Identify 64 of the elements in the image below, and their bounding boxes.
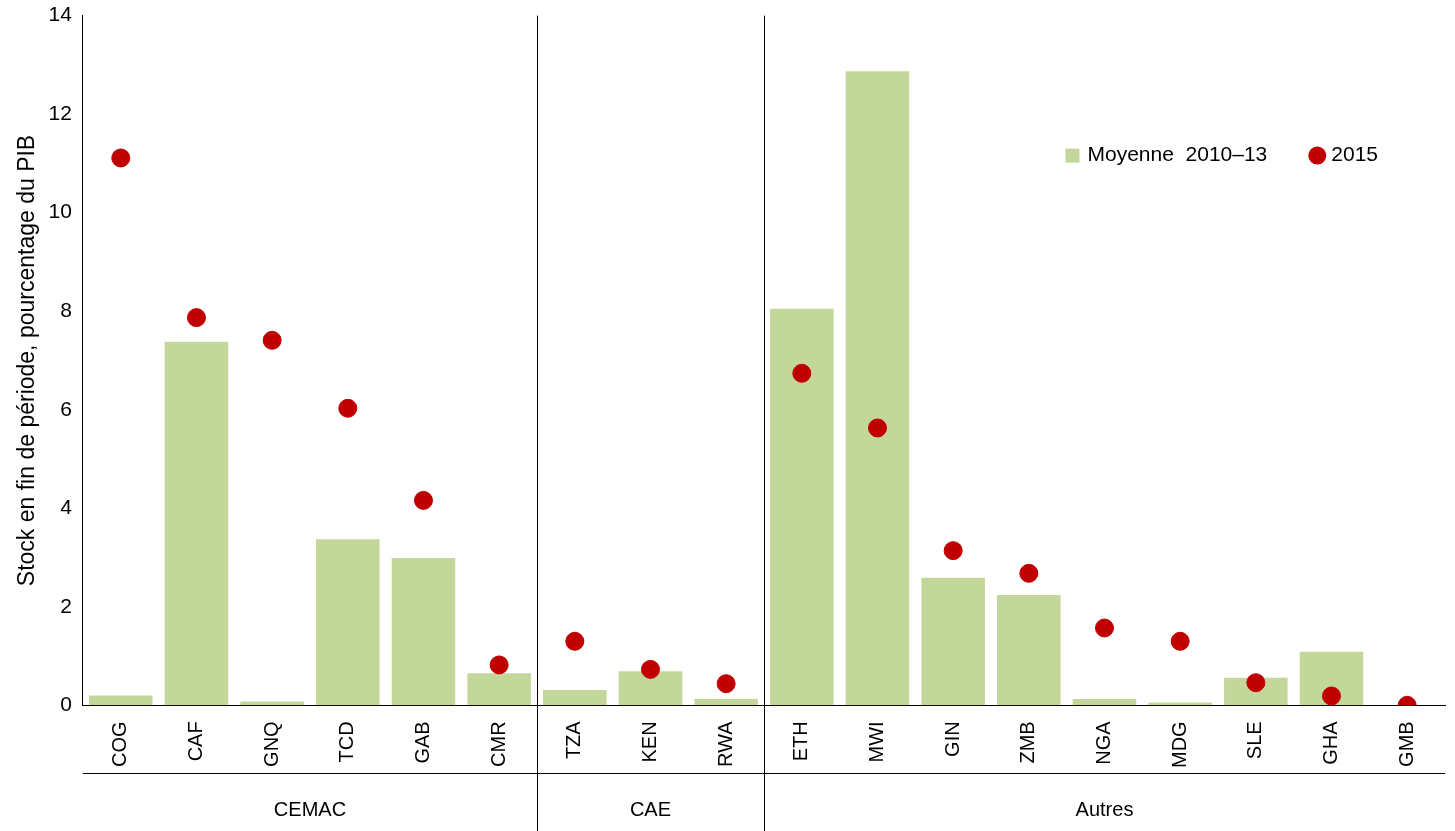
x-tick-label: GHA [1319,720,1342,765]
bar [543,690,607,706]
y-tick-label: 0 [60,692,72,716]
point [867,418,887,438]
y-tick-label: 10 [48,199,72,223]
point [489,655,509,675]
y-tick-label: 8 [60,298,72,321]
x-tick-label: GNQ [259,721,282,767]
point [640,659,660,679]
x-tick-label: RWA [713,720,736,767]
x-tick-label: TCD [335,721,358,763]
bar [845,71,910,706]
bar [391,558,456,706]
bar [164,341,229,706]
bar [1299,651,1364,706]
point [111,148,131,168]
x-tick-label: ZMB [1016,721,1039,764]
point [1322,686,1341,706]
y-tick-label: 2 [60,593,72,617]
x-tick-label: CAF [183,721,206,762]
x-tick-label: NGA [1092,720,1115,765]
bar [467,673,531,706]
point [1094,618,1114,638]
y-tick-label: 4 [60,495,73,519]
point [338,398,358,418]
y-tick-label: 14 [48,2,73,26]
y-tick-label: 6 [60,396,72,420]
text: CAE [629,797,672,820]
x-tick-label: MWI [865,721,887,763]
point [413,490,433,510]
point [565,631,585,651]
text: CEMAC [273,797,347,820]
bar [921,577,985,706]
point [716,674,736,694]
x-tick-label: CMR [486,721,509,767]
x-tick-label: COG [108,721,131,767]
x-tick-label: SLE [1243,721,1266,760]
x-tick-label: TZA [562,720,585,760]
y-tick-label: 12 [48,100,72,124]
bar [1072,698,1137,706]
legend-label: 2015 [1331,142,1378,166]
bar [618,671,683,706]
point [262,330,282,350]
text: Autres [1075,797,1134,820]
point [943,541,963,561]
bar [240,701,304,706]
x-tick-label: GAB [410,721,433,764]
y-axis-title: Stock en fin de période, pourcentage du PIB [13,134,40,587]
point [186,308,206,328]
point [792,363,812,383]
x-tick-label: KEN [637,721,660,763]
bar [694,698,758,706]
x-tick-label: ETH [789,721,812,762]
point [1170,631,1190,651]
x-tick-label: GMB [1394,721,1417,767]
bar [316,539,380,706]
bar [89,695,153,706]
x-tick-label: GIN [940,721,963,757]
point [1019,563,1039,583]
x-tick-label: MDG [1167,721,1190,769]
bar [770,308,834,706]
legend-label: Moyenne 2010–13 [1087,142,1268,166]
bar [1148,702,1212,706]
bar [997,594,1061,706]
